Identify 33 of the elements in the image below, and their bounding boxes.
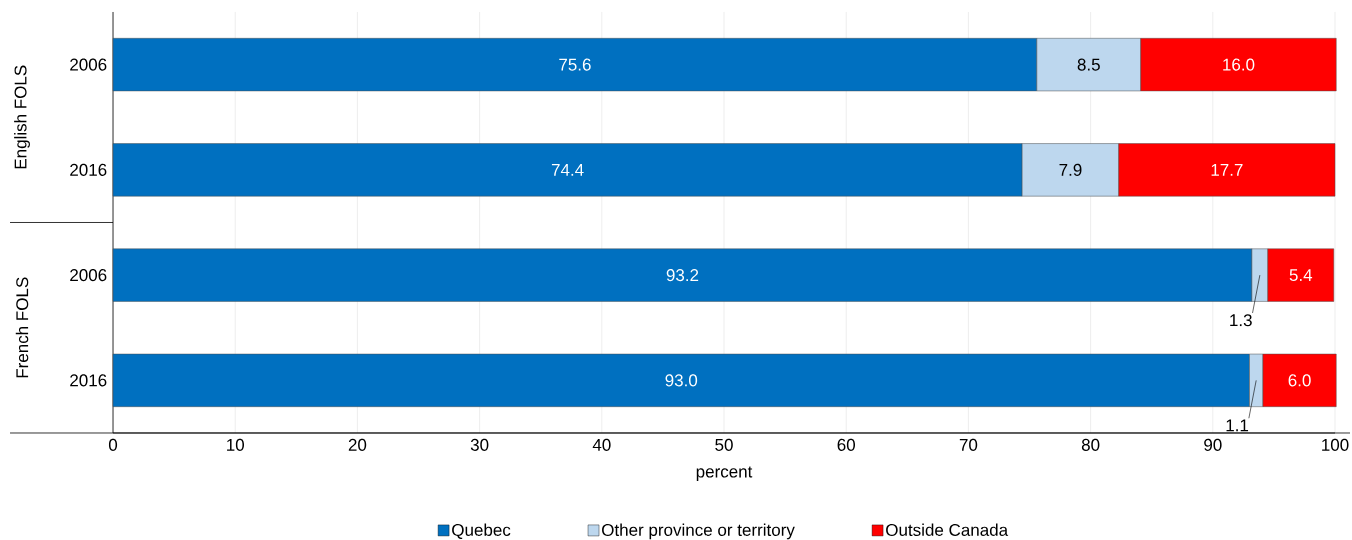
x-tick-label: 60 [837,438,856,451]
data-label: 16.0 [1223,58,1255,71]
x-tick-label: 30 [470,438,489,451]
text: French FOLS [15,277,29,378]
data-label: 93.2 [666,269,699,282]
legend-label: Quebec [452,523,511,540]
data-label: 8.5 [1077,58,1100,71]
data-label: 74.4 [551,164,584,176]
data-label: 5.4 [1289,269,1313,282]
data-label: 1.3 [1230,314,1252,327]
y-tick-label: 2006 [70,269,107,282]
x-tick-label: 80 [1081,438,1100,451]
x-tick-label: 50 [715,438,733,451]
y-tick-label: 2016 [70,163,107,176]
y-tick-label: 2006 [70,58,107,71]
x-tick-label: 0 [108,438,118,451]
x-tick-label: 20 [348,438,367,451]
x-tick-label: 70 [959,438,978,451]
x-tick-label: 40 [592,438,611,451]
legend-label: Outside Canada [886,523,1009,536]
text: English FOLS [14,65,30,169]
x-tick-label: 10 [227,438,245,451]
x-axis-title: percent [696,466,753,481]
data-label: 7.9 [1059,163,1082,176]
data-label: 17.7 [1211,164,1243,176]
x-tick-label: 100 [1322,438,1349,451]
y-tick-label: 2016 [70,374,107,387]
data-label: 93.0 [665,374,698,387]
x-tick-label: 90 [1204,438,1222,451]
data-label: 1.1 [1226,419,1249,432]
legend-label: Other province or territory [602,523,795,540]
data-label: 6.0 [1288,374,1311,387]
data-label: 75.6 [559,58,591,71]
